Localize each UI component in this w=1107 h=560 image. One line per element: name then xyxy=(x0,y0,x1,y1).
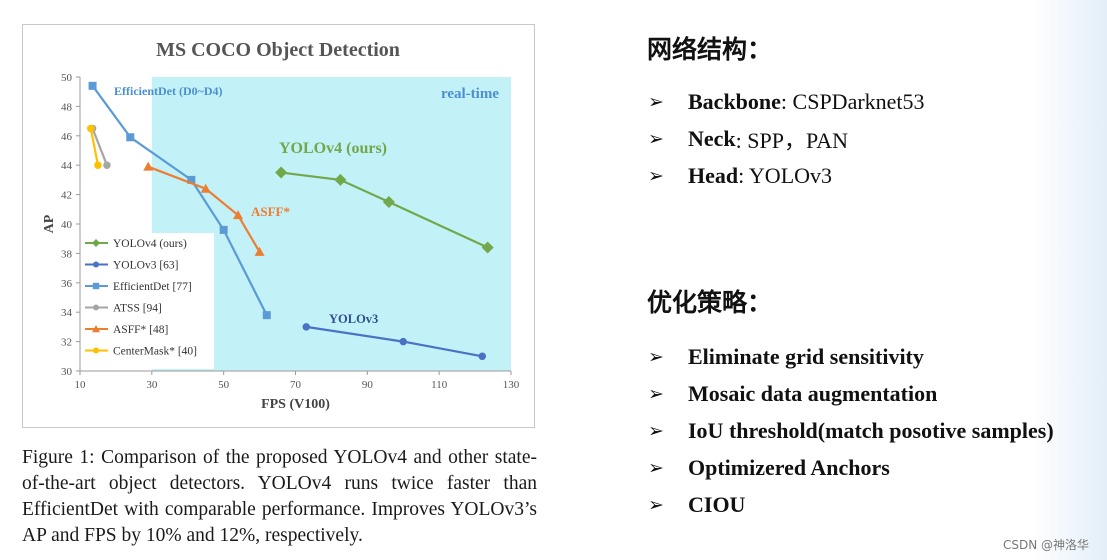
data-point xyxy=(382,195,395,208)
y-tick-label: 46 xyxy=(61,131,73,143)
y-tick-label: 34 xyxy=(61,307,73,319)
data-point xyxy=(88,81,97,90)
realtime-label: real-time xyxy=(441,86,499,102)
data-point xyxy=(87,124,95,133)
legend-marker xyxy=(93,304,99,311)
y-tick-label: 42 xyxy=(61,190,72,202)
data-point xyxy=(254,246,265,256)
legend-marker xyxy=(92,239,100,247)
item-key: Neck xyxy=(688,125,736,151)
arrow-bullet-icon: ➢ xyxy=(648,493,664,516)
arrow-bullet-icon: ➢ xyxy=(648,90,664,113)
data-point xyxy=(275,166,288,179)
data-point xyxy=(187,175,196,184)
item-key: Head xyxy=(688,162,739,188)
list-item: ➢ CIOU xyxy=(648,486,1054,523)
series-line xyxy=(89,128,100,166)
data-point xyxy=(481,241,494,254)
legend-label: YOLOv3 [63] xyxy=(113,260,178,272)
chart-panel: 10 30 50 70 90 110 130 30 32 34 36 38 40 42 44 46 48 50 MS… xyxy=(22,24,535,428)
list-item: ➢ Backbone : CSPDarknet53 xyxy=(648,83,925,120)
data-point xyxy=(200,183,211,193)
data-point xyxy=(219,225,228,234)
list-item: ➢ Mosaic data augmentation xyxy=(648,375,1054,412)
series-line xyxy=(147,165,261,253)
data-point xyxy=(478,352,487,361)
series-annotation: YOLOv4 (ours) xyxy=(279,140,387,157)
network-structure-list: ➢ Backbone : CSPDarknet53 ➢ Neck : SPP，P… xyxy=(648,83,925,194)
item-value: : SPP，PAN xyxy=(735,127,848,153)
item-key: Backbone xyxy=(688,88,781,114)
legend-marker xyxy=(93,347,99,354)
data-point xyxy=(233,210,244,220)
series-annotation: EfficientDet (D0~D4) xyxy=(114,84,223,98)
background-stripe xyxy=(1030,0,1107,560)
arrow-bullet-icon: ➢ xyxy=(648,127,664,150)
list-item: ➢ Eliminate grid sensitivity xyxy=(648,338,1054,375)
legend-marker xyxy=(92,282,100,290)
series-line xyxy=(91,128,108,166)
arrow-bullet-icon: ➢ xyxy=(648,419,664,442)
x-tick-label: 130 xyxy=(503,379,520,391)
legend-label: ATSS [94] xyxy=(113,303,162,315)
x-axis-title: FPS (V100) xyxy=(261,397,330,412)
x-tick-label: 10 xyxy=(75,379,87,391)
x-tick-label: 110 xyxy=(431,379,448,391)
x-tick-label: 70 xyxy=(290,379,302,391)
y-tick-label: 50 xyxy=(61,72,73,84)
legend-marker xyxy=(93,261,99,268)
legend-label: ASFF* [48] xyxy=(113,324,168,336)
data-point xyxy=(302,323,311,331)
optimization-strategy-list: ➢ Eliminate grid sensitivity ➢ Mosaic da… xyxy=(648,338,1054,523)
item-text: Eliminate grid sensitivity xyxy=(688,343,924,369)
y-tick-label: 38 xyxy=(61,248,73,260)
figure-caption: Figure 1: Comparison of the proposed YOL… xyxy=(22,447,537,546)
optimization-strategy-title: 优化策略： xyxy=(647,288,773,317)
y-axis-title: AP xyxy=(42,214,57,233)
y-tick-label: 44 xyxy=(61,160,73,172)
chart-title: MS COCO Object Detection xyxy=(156,39,400,61)
y-tick-label: 32 xyxy=(61,337,72,349)
list-item: ➢ Neck : SPP，PAN xyxy=(648,120,925,157)
arrow-bullet-icon: ➢ xyxy=(648,345,664,368)
data-point xyxy=(262,311,271,320)
data-point xyxy=(103,161,111,169)
data-point xyxy=(334,173,347,186)
item-text: Optimizered Anchors xyxy=(688,454,890,480)
legend-label: YOLOv4 (ours) xyxy=(113,238,187,250)
series-line xyxy=(280,171,489,249)
item-text: IoU threshold(match posotive samples) xyxy=(688,417,1054,443)
series-annotation: YOLOv3 xyxy=(329,312,378,326)
series-annotation: ASFF* xyxy=(251,204,290,219)
arrow-bullet-icon: ➢ xyxy=(648,456,664,479)
y-tick-label: 36 xyxy=(61,278,73,290)
arrow-bullet-icon: ➢ xyxy=(648,164,664,187)
network-structure-title: 网络结构： xyxy=(647,35,773,64)
arrow-bullet-icon: ➢ xyxy=(648,382,664,405)
y-tick-label: 48 xyxy=(61,101,73,113)
item-value: : CSPDarknet53 xyxy=(780,88,925,114)
y-tick-label: 40 xyxy=(61,219,73,231)
watermark: CSDN @神洛华 xyxy=(1002,538,1089,552)
item-text: Mosaic data augmentation xyxy=(688,380,938,406)
data-point xyxy=(399,337,407,346)
y-tick-label: 30 xyxy=(61,366,73,378)
x-tick-label: 50 xyxy=(218,379,230,391)
x-tick-label: 90 xyxy=(362,379,374,391)
legend-label: CenterMask* [40] xyxy=(113,346,197,358)
item-text: CIOU xyxy=(688,491,746,517)
legend-box xyxy=(81,233,214,369)
list-item: ➢ Optimizered Anchors xyxy=(648,449,1054,486)
x-tick-label: 30 xyxy=(146,379,158,391)
data-point xyxy=(94,161,102,169)
chart-svg: 10 30 50 70 90 110 1303032343638404244464850MS… xyxy=(42,39,520,412)
list-item: ➢ IoU threshold(match posotive samples) xyxy=(648,412,1054,449)
data-point xyxy=(126,133,135,142)
list-item: ➢ Head : YOLOv3 xyxy=(648,157,925,194)
legend-label: EfficientDet [77] xyxy=(113,281,192,293)
item-value: : YOLOv3 xyxy=(738,162,833,188)
data-point xyxy=(143,161,154,171)
legend-marker xyxy=(92,325,100,333)
